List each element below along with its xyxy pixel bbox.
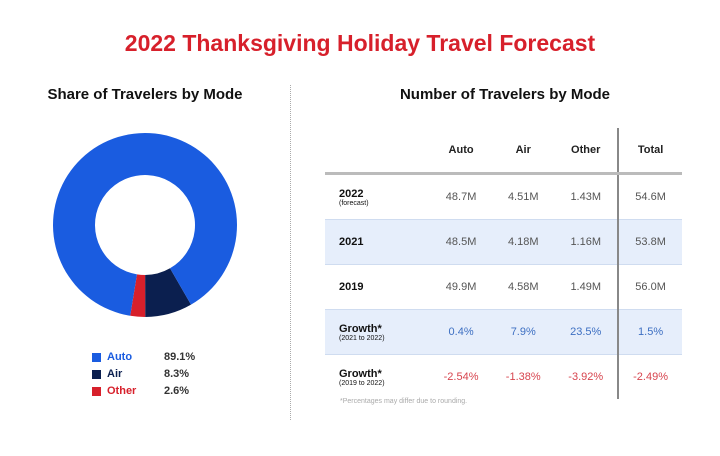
- column-header: [325, 128, 430, 175]
- table-row: Growth* (2019 to 2022) -2.54% -1.38% -3.92% -…: [325, 354, 682, 400]
- table-cell: -2.49%: [617, 354, 682, 399]
- legend-swatch: [92, 386, 101, 396]
- column-header: Air: [492, 128, 555, 175]
- row-label-text: 2021: [339, 236, 364, 248]
- row-label-text: 2022: [339, 187, 364, 200]
- table-cell: 1.16M: [554, 219, 619, 265]
- legend-item-other: Other 2.6%: [92, 383, 189, 399]
- table-cell: 4.18M: [492, 219, 555, 265]
- legend-item-auto: Auto 89.1%: [92, 349, 195, 365]
- legend-value: 8.3%: [164, 368, 190, 380]
- table-cell: 1.49M: [570, 281, 602, 293]
- legend-value: 89.1%: [164, 351, 196, 363]
- table-title: Number of Travelers by Mode: [399, 86, 611, 103]
- column-header: Total: [617, 128, 682, 175]
- table-cell: 53.8M: [617, 219, 682, 265]
- row-sublabel: (forecast): [339, 199, 369, 207]
- table-cell: -1.38%: [505, 371, 541, 383]
- table-cell: 23.5%: [554, 309, 619, 355]
- column-header: Auto: [430, 128, 493, 175]
- row-label-text: 2019: [339, 281, 364, 293]
- table-cell: 1.5%: [617, 309, 682, 355]
- row-label: 2021: [325, 219, 430, 265]
- slice-air: [145, 268, 191, 317]
- legend-value: 2.6%: [164, 385, 190, 397]
- table-cell: 54.6M: [617, 173, 682, 220]
- page-title: 2022 Thanksgiving Holiday Travel Forecas…: [124, 30, 596, 56]
- row-sublabel: (2019 to 2022): [339, 379, 385, 387]
- donut-title: Share of Travelers by Mode: [47, 86, 243, 103]
- table-cell: -3.92%: [568, 371, 604, 383]
- legend-swatch: [92, 352, 101, 362]
- divider: [290, 85, 291, 420]
- legend-label: Auto: [107, 351, 133, 363]
- row-label-text: Growth*: [339, 322, 382, 335]
- legend-swatch: [92, 369, 101, 379]
- table-cell: -2.54%: [443, 371, 479, 383]
- slice-other: [130, 274, 146, 317]
- table-row: 2019 49.9M 4.58M 1.49M 56.0M: [325, 264, 682, 310]
- donut-chart: [53, 133, 237, 317]
- table-cell: 7.9%: [492, 309, 555, 355]
- table-row: 2021 48.5M 4.18M 1.16M 53.8M: [325, 219, 682, 265]
- row-label: Growth* (2021 to 2022): [325, 309, 430, 355]
- table-cell: 48.7M: [445, 191, 477, 203]
- slice-auto: [53, 133, 237, 316]
- table-cell: 48.5M: [430, 219, 493, 265]
- legend-label: Other: [107, 385, 137, 397]
- row-label: 2022 (forecast): [325, 174, 430, 220]
- table-cell: 4.58M: [507, 281, 539, 293]
- footnote: *Percentages may differ due to rounding.: [340, 398, 468, 405]
- legend-label: Air: [107, 368, 123, 380]
- row-label-text: Growth*: [339, 367, 382, 380]
- table-cell: 56.0M: [617, 264, 682, 310]
- table-cell: 1.43M: [570, 191, 602, 203]
- row-sublabel: (2021 to 2022): [339, 334, 385, 342]
- column-header: Other: [554, 128, 619, 175]
- table-cell: 49.9M: [445, 281, 477, 293]
- table-row: 2022 (forecast) 48.7M 4.51M 1.43M 54.6M: [325, 173, 682, 220]
- legend-item-air: Air 8.3%: [92, 366, 189, 382]
- travel-table: Auto Air Other Total 2022 (forecast) 48.7M 4.5…: [325, 128, 682, 399]
- table-cell: 4.51M: [507, 191, 539, 203]
- row-label: Growth* (2019 to 2022): [325, 355, 430, 400]
- table-row: Growth* (2021 to 2022) 0.4% 7.9% 23.5% 1.5%: [325, 309, 682, 355]
- table-cell: 0.4%: [430, 309, 493, 355]
- row-label: 2019: [325, 265, 430, 310]
